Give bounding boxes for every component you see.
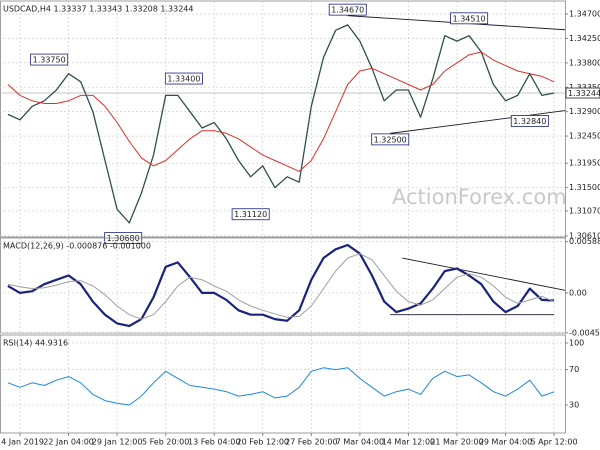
x-tick-label: 5 Apr 12:00 — [531, 438, 578, 447]
y-tick-label: 1.31070 — [569, 206, 600, 215]
x-tick-label: 29 Mar 04:00 — [479, 438, 532, 447]
trendline — [390, 110, 566, 134]
y-tick-label: 100 — [569, 338, 584, 347]
annotation-box — [164, 72, 203, 85]
annotation-label: 1.33400 — [167, 75, 200, 84]
y-tick-label: 1.32900 — [569, 107, 600, 116]
annotation-box — [231, 208, 270, 221]
series-line — [7, 253, 555, 320]
panel-title: USDCAD,H4 1.33337 1.33343 1.33208 1.3324… — [3, 5, 193, 14]
annotation-label: 1.34670 — [331, 6, 364, 15]
x-tick-label: 20 Feb 12:00 — [237, 438, 289, 447]
annotation-label: 1.34510 — [453, 14, 486, 23]
y-tick-label: 0.005889 — [569, 237, 600, 246]
x-tick-label: 7 Mar 04:00 — [336, 438, 384, 447]
y-tick-label: 1.30610 — [569, 231, 600, 240]
y-tick-label: 1.33350 — [569, 83, 600, 92]
y-tick-label: 1.34250 — [569, 34, 600, 43]
annotation-box — [450, 12, 489, 25]
annotation-label: 1.32840 — [513, 117, 546, 126]
annotation-label: 1.30680 — [107, 234, 140, 243]
annotation-box — [30, 53, 69, 66]
annotation-label: 1.33750 — [33, 56, 66, 65]
annotation-label: 1.31120 — [234, 210, 267, 219]
x-tick-label: 21 Mar 20:00 — [430, 438, 483, 447]
x-tick-label: 27 Feb 20:00 — [285, 438, 337, 447]
x-tick-label: 14 Jan 2019 — [0, 438, 44, 447]
annotation-box — [328, 3, 367, 16]
y-tick-label: -0.004593 — [569, 328, 600, 337]
y-tick-label: 1.31500 — [569, 183, 600, 192]
annotation-box — [510, 115, 549, 127]
last-price-label: 1.33244 — [568, 89, 600, 98]
x-tick-label: 29 Jan 12:00 — [92, 438, 143, 447]
panel-title: RSI(14) 44.9316 — [3, 339, 68, 348]
trendline — [402, 257, 566, 291]
y-tick-label: 70 — [569, 365, 579, 374]
series-line — [7, 51, 555, 172]
panel-frame — [0, 334, 566, 434]
watermark: ActionForex.com — [392, 185, 567, 209]
x-tick-label: 14 Mar 12:00 — [382, 438, 435, 447]
panel-title: MACD(12,26,9) -0.000876 -0.001000 — [3, 242, 151, 251]
y-tick-label: 1.31950 — [569, 159, 600, 168]
panel-frame — [0, 0, 566, 238]
x-tick-label: 22 Jan 04:00 — [43, 438, 94, 447]
y-tick-label: 1.33800 — [569, 58, 600, 67]
series-line — [7, 367, 555, 406]
series-line — [7, 24, 555, 224]
y-tick-label: 1.32450 — [569, 132, 600, 141]
y-tick-label: 1.34700 — [569, 10, 600, 19]
series-line — [7, 243, 555, 328]
annotation-box — [371, 133, 410, 146]
annotation-label: 1.32500 — [374, 135, 407, 144]
x-tick-label: 13 Feb 04:00 — [188, 438, 240, 447]
panel-frame — [0, 237, 566, 334]
x-tick-label: 5 Feb 20:00 — [142, 438, 189, 447]
y-tick-label: 30 — [569, 401, 579, 410]
y-tick-label: 0.00 — [569, 288, 587, 297]
last-price-box — [565, 87, 600, 99]
